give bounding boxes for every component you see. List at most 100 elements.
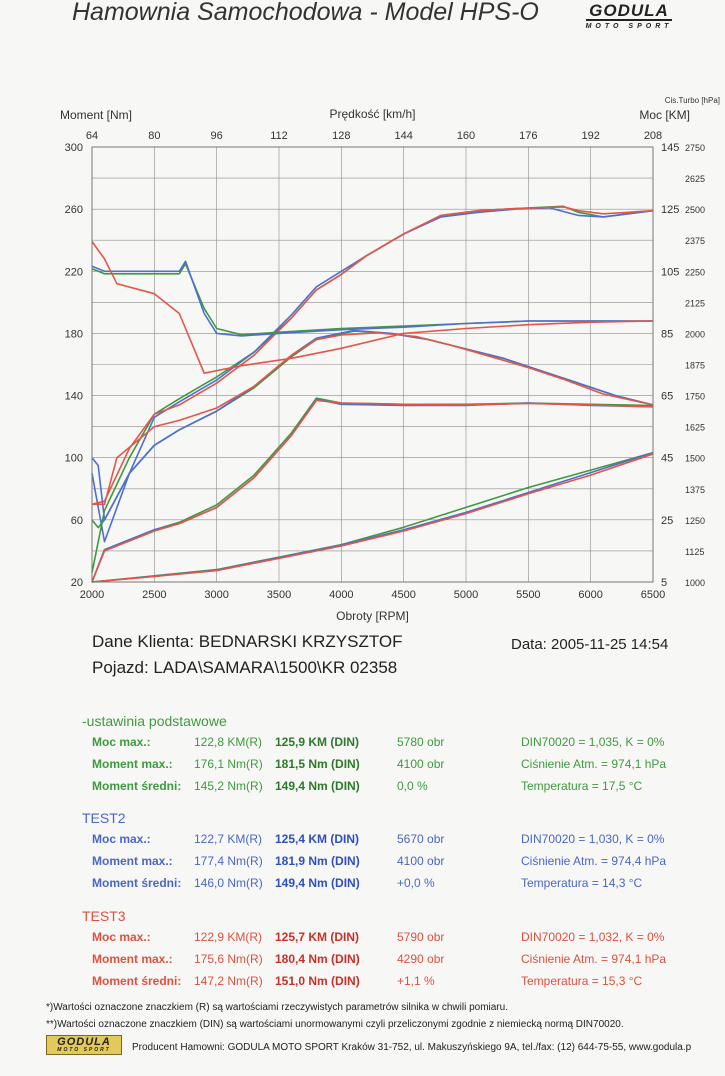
- result-row: Moc max.: 122,7 KM(R) 125,4 KM (DIN) 5670 o…: [92, 832, 692, 852]
- plot-frame: [91, 146, 654, 583]
- conditions-value: Ciśnienie Atm. = 974,1 hPa: [521, 952, 667, 966]
- test-date: Data: 2005-11-25 14:54: [511, 636, 669, 653]
- x-tick-label: 3500: [267, 589, 291, 601]
- right-tick-label: 5: [661, 577, 667, 589]
- series-line-blue-turbo-10: [91, 260, 653, 337]
- left-axis-label: Moment [Nm]: [60, 108, 132, 122]
- right-axis-label: Moc [KM]: [639, 108, 690, 122]
- result-label: Moment średni:: [92, 974, 182, 988]
- right-tick-label: 105: [661, 266, 679, 278]
- x-tick-label: 2000: [80, 589, 104, 601]
- top-tick-label: 176: [519, 130, 537, 142]
- real-value: 145,2 Nm(R): [194, 779, 263, 793]
- right-tick-label: 65: [661, 391, 673, 403]
- real-value: 122,9 KM(R): [194, 930, 263, 944]
- turbo-tick-label: 2250: [685, 267, 705, 277]
- turbo-tick-label: 2750: [685, 143, 705, 153]
- logo-wordmark: GODULA: [586, 2, 672, 21]
- real-value: 176,1 Nm(R): [194, 757, 263, 771]
- turbo-tick-label: 2500: [685, 205, 705, 215]
- rpm-value: 5790 obr: [397, 930, 445, 944]
- rpm-value: +0,0 %: [397, 876, 435, 890]
- x-tick-label: 6000: [578, 589, 602, 601]
- turbo-axis-label: Cis.Turbo [hPa]: [665, 96, 720, 105]
- conditions-value: Temperatura = 14,3 °C: [521, 876, 643, 890]
- x-tick-label: 5000: [454, 589, 478, 601]
- x-axis-label: Obroty [RPM]: [336, 609, 409, 623]
- series-line-red-turbo-14: [91, 399, 654, 583]
- top-tick-label: 160: [457, 130, 475, 142]
- brand-logo: GODULA MOTO SPORT: [578, 2, 680, 30]
- rpm-value: 4100 obr: [397, 854, 445, 868]
- series-line-red-right-2: [91, 206, 654, 506]
- result-row: Moment średni: 146,0 Nm(R) 149,4 Nm (DIN) +…: [92, 876, 692, 896]
- conditions-value: DIN70020 = 1,032, K = 0%: [521, 930, 665, 944]
- producer-info: Producent Hamowni: GODULA MOTO SPORT Kra…: [132, 1042, 692, 1053]
- top-tick-label: 208: [644, 130, 662, 142]
- footer-logo: GODULA MOTO SPORT: [46, 1035, 122, 1055]
- x-tick-label: 3000: [204, 589, 228, 601]
- real-value: 147,2 Nm(R): [194, 974, 263, 988]
- x-tick-label: 6500: [641, 589, 665, 601]
- real-value: 122,8 KM(R): [194, 735, 263, 749]
- chart-grid: [92, 147, 653, 582]
- x-tick-label: 5500: [516, 589, 540, 601]
- result-row: Moment max.: 175,6 Nm(R) 180,4 Nm (DIN) 429…: [92, 952, 692, 972]
- footnote-real-values: *)Wartości oznaczone znaczkiem (R) są wa…: [46, 1002, 508, 1013]
- real-value: 177,4 Nm(R): [194, 854, 263, 868]
- x-tick-label: 2500: [142, 589, 166, 601]
- result-label: Moment max.:: [92, 952, 173, 966]
- right-tick-label: 45: [661, 453, 673, 465]
- x-tick-label: 4000: [329, 589, 353, 601]
- real-value: 122,7 KM(R): [194, 832, 263, 846]
- series-line-green-right-0: [91, 205, 654, 573]
- turbo-tick-label: 1875: [685, 361, 705, 371]
- left-tick-label: 140: [65, 391, 83, 403]
- dyno-chart: 2000 2500 3000 3500 4000 4500 5000 5500 6000 6500…: [60, 96, 720, 623]
- result-label: Moc max.:: [92, 735, 151, 749]
- rpm-value: +1,1 %: [397, 974, 435, 988]
- din-value: 125,4 KM (DIN): [275, 832, 360, 846]
- din-value: 125,7 KM (DIN): [275, 930, 360, 944]
- footer-logo-wordmark: GODULA: [57, 1036, 111, 1048]
- series-line-green-left-3: [91, 330, 654, 529]
- result-label: Moment średni:: [92, 876, 182, 890]
- din-value: 181,9 Nm (DIN): [275, 854, 360, 868]
- turbo-tick-label: 1250: [685, 516, 705, 526]
- rpm-value: 5670 obr: [397, 832, 445, 846]
- right-tick-label: 125: [661, 204, 679, 216]
- result-label: Moc max.:: [92, 930, 151, 944]
- rpm-value: 4100 obr: [397, 757, 445, 771]
- turbo-tick-label: 2625: [685, 174, 705, 184]
- result-label: Moment średni:: [92, 779, 182, 793]
- vehicle-info: Pojazd: LADA\SAMARA\1500\KR 02358: [92, 658, 398, 677]
- conditions-value: Ciśnienie Atm. = 974,1 hPa: [521, 757, 667, 771]
- turbo-tick-label: 1750: [685, 392, 705, 402]
- series-line-green-turbo-6: [91, 451, 654, 583]
- din-value: 149,4 Nm (DIN): [275, 876, 360, 890]
- result-row: Moc max.: 122,9 KM(R) 125,7 KM (DIN) 5790 o…: [92, 930, 692, 950]
- top-tick-label: 64: [86, 130, 98, 142]
- chart-series: [91, 205, 654, 583]
- din-value: 181,5 Nm (DIN): [275, 757, 360, 771]
- result-row: Moment średni: 145,2 Nm(R) 149,4 Nm (DIN) 0…: [92, 779, 692, 799]
- conditions-value: Ciśnienie Atm. = 974,4 hPa: [521, 854, 667, 868]
- series-line-blue-right-1: [91, 207, 654, 543]
- result-row: Moment max.: 176,1 Nm(R) 181,5 Nm (DIN) 410…: [92, 757, 692, 777]
- right-tick-label: 25: [661, 515, 673, 527]
- x-tick-label: 4500: [391, 589, 415, 601]
- result-row: Moc max.: 122,8 KM(R) 125,9 KM (DIN) 5780 o…: [92, 735, 692, 755]
- series-line-red-left-5: [92, 332, 654, 506]
- left-tick-label: 180: [65, 328, 83, 340]
- top-tick-label: 96: [211, 130, 223, 142]
- test-title: -ustawinia podstawowe: [82, 713, 227, 729]
- result-row: Moment max.: 177,4 Nm(R) 181,9 Nm (DIN) 410…: [92, 854, 692, 874]
- turbo-tick-label: 1000: [685, 578, 705, 588]
- left-tick-label: 220: [65, 266, 83, 278]
- turbo-tick-label: 1625: [685, 423, 705, 433]
- rpm-value: 0,0 %: [397, 779, 428, 793]
- left-tick-label: 100: [65, 453, 83, 465]
- left-tick-label: 60: [71, 515, 83, 527]
- series-line-blue-left-4: [91, 329, 654, 521]
- series-line-green-turbo-12: [91, 397, 654, 583]
